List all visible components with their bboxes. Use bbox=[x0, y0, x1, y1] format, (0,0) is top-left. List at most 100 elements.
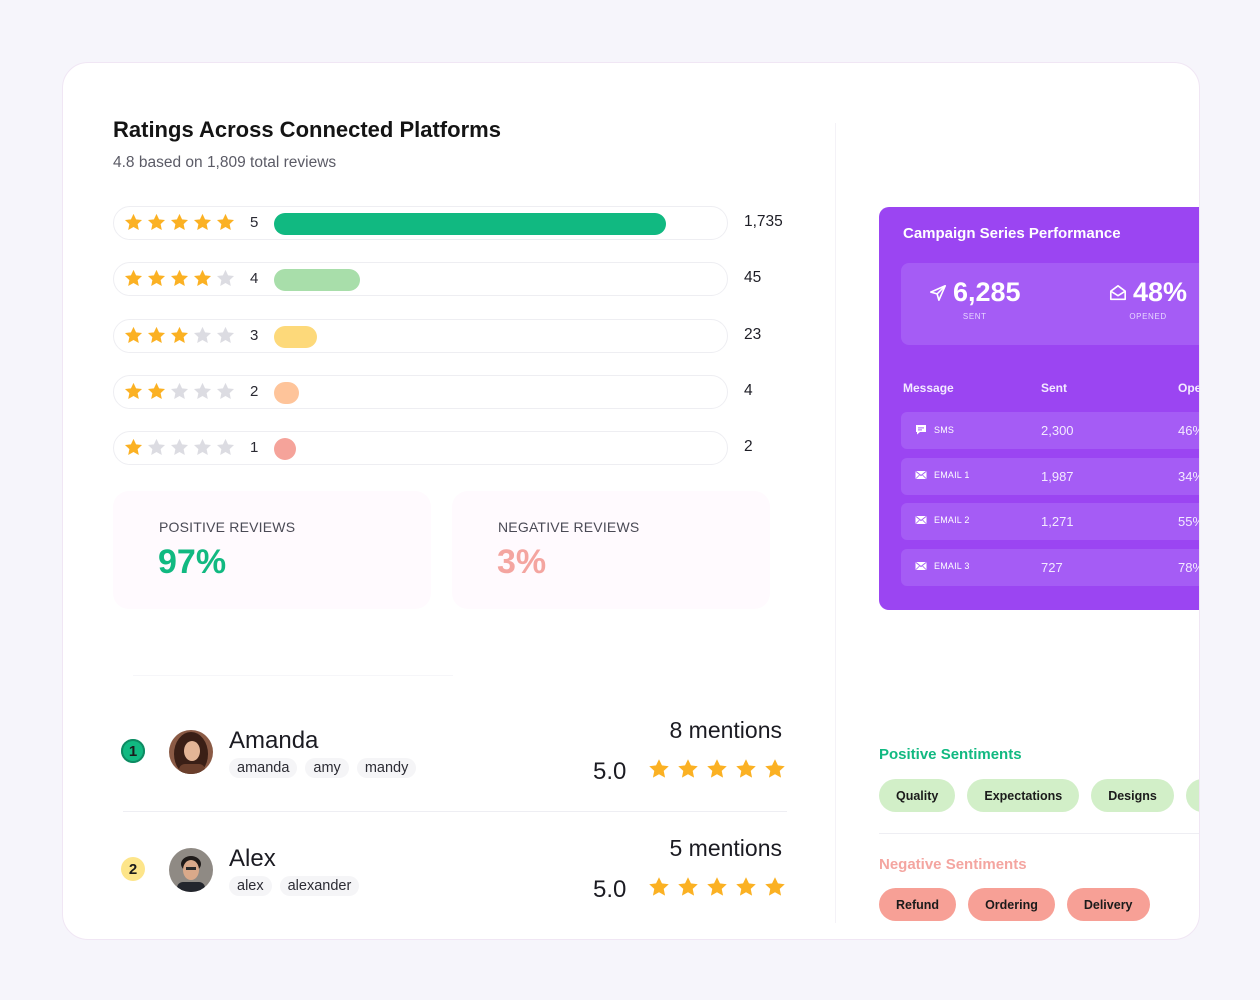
opened-value: 48% bbox=[1133, 277, 1188, 307]
pos-sentiment-chip[interactable]: R bbox=[1185, 779, 1199, 812]
neg-sentiment-chip[interactable]: Ordering bbox=[968, 888, 1055, 921]
star-empty-icon bbox=[170, 382, 189, 399]
alias-list: amanda amy mandy bbox=[229, 758, 417, 778]
rating-bar bbox=[274, 269, 360, 292]
avatar[interactable] bbox=[169, 848, 213, 892]
message-label: EMAIL 1 bbox=[934, 469, 970, 480]
person-name: Alex bbox=[229, 845, 276, 872]
message-cell: EMAIL 3 bbox=[915, 561, 970, 571]
alias-tag: amy bbox=[305, 758, 349, 778]
star-filled-icon bbox=[193, 213, 212, 231]
ratings-card: Ratings Across Connected Platforms 4.8 b… bbox=[62, 62, 1200, 940]
rating-stars bbox=[123, 325, 236, 347]
alias-tag: mandy bbox=[356, 758, 417, 778]
star-empty-icon bbox=[170, 439, 189, 456]
sentiment-divider bbox=[879, 833, 1199, 834]
column-header-opened[interactable]: Ope bbox=[1178, 381, 1200, 395]
campaign-title: Campaign Series Performance bbox=[903, 225, 1121, 242]
star-filled-icon bbox=[170, 270, 189, 287]
ratings-title: Ratings Across Connected Platforms bbox=[113, 117, 501, 142]
mentions-count: 5 mentions bbox=[669, 835, 782, 861]
rating-bar bbox=[274, 438, 296, 461]
person-stars bbox=[647, 875, 787, 899]
column-header-sent[interactable]: Sent bbox=[1041, 381, 1068, 395]
campaign-row-sms[interactable]: SMS 2,300 46% bbox=[901, 412, 1199, 449]
star-empty-icon bbox=[216, 270, 235, 287]
opened-cell: 78% bbox=[1178, 559, 1199, 575]
rating-row-3-star[interactable]: 3 23 bbox=[113, 318, 848, 353]
opened-label: OPENED bbox=[1129, 312, 1167, 321]
opened-cell: 46% bbox=[1178, 423, 1199, 438]
message-label: EMAIL 3 bbox=[934, 560, 970, 571]
campaign-row-email-1[interactable]: EMAIL 1 1,987 34% bbox=[901, 457, 1199, 495]
rating-row-4-star[interactable]: 4 45 bbox=[113, 262, 848, 297]
mentions-count: 8 mentions bbox=[669, 717, 782, 743]
alias-tag: amanda bbox=[229, 758, 298, 778]
star-empty-icon bbox=[216, 326, 235, 343]
rating-count: 2 bbox=[744, 438, 753, 456]
star-filled-icon bbox=[649, 759, 669, 778]
star-empty-icon bbox=[216, 439, 235, 456]
message-label: EMAIL 2 bbox=[934, 515, 970, 526]
sent-cell: 2,300 bbox=[1041, 423, 1074, 438]
person-score: 5.0 bbox=[593, 758, 627, 785]
rating-stars bbox=[123, 212, 236, 234]
campaign-row-email-2[interactable]: EMAIL 2 1,271 55% bbox=[901, 503, 1199, 541]
person-row-amanda[interactable]: 1 Amanda amanda amy mandy 8 mentions 5.0 bbox=[121, 717, 787, 800]
campaign-panel: Campaign Series Performance 6,285 SENT 4… bbox=[879, 207, 1200, 610]
rating-count: 23 bbox=[744, 325, 762, 343]
star-empty-icon bbox=[193, 326, 212, 343]
avatar[interactable] bbox=[169, 730, 213, 774]
row-divider bbox=[123, 811, 787, 812]
star-filled-icon bbox=[736, 877, 756, 896]
mail-icon bbox=[915, 561, 927, 570]
pos-sentiment-chip[interactable]: Expectations bbox=[967, 779, 1080, 812]
section-divider bbox=[133, 675, 453, 676]
star-filled-icon bbox=[678, 877, 698, 896]
pos-sentiment-chip[interactable]: Designs bbox=[1091, 779, 1174, 812]
pos-sentiment-chip[interactable]: Quality bbox=[879, 779, 956, 812]
column-header-message[interactable]: Message bbox=[903, 381, 954, 395]
rating-level: 2 bbox=[250, 382, 259, 400]
rank-badge: 2 bbox=[121, 857, 145, 881]
star-empty-icon bbox=[193, 382, 212, 399]
star-filled-icon bbox=[707, 877, 727, 896]
rating-pill: 1 bbox=[113, 431, 728, 466]
sent-cell: 1,271 bbox=[1041, 514, 1074, 530]
rating-row-5-star[interactable]: 5 1,735 bbox=[113, 206, 848, 240]
mail-icon bbox=[915, 470, 927, 479]
rating-count: 45 bbox=[744, 269, 762, 287]
positive-reviews-value: 97% bbox=[158, 543, 227, 581]
star-filled-icon bbox=[147, 382, 166, 399]
campaign-row-email-3[interactable]: EMAIL 3 727 78% bbox=[901, 548, 1199, 586]
opened-stat: 48% OPENED bbox=[1109, 277, 1187, 321]
rating-bar bbox=[274, 325, 317, 348]
negative-reviews-value: 3% bbox=[497, 543, 547, 581]
neg-sentiment-chip[interactable]: Refund bbox=[879, 888, 957, 921]
opened-cell: 55% bbox=[1178, 514, 1199, 530]
star-filled-icon bbox=[147, 326, 166, 343]
alias-list: alex alexander bbox=[229, 876, 360, 896]
star-filled-icon bbox=[124, 213, 143, 231]
star-filled-icon bbox=[147, 213, 166, 231]
chat-icon bbox=[916, 425, 926, 435]
neg-sentiment-chip[interactable]: Delivery bbox=[1066, 888, 1150, 921]
alias-tag: alexander bbox=[279, 876, 360, 896]
mail-icon bbox=[915, 516, 927, 525]
person-row-alex[interactable]: 2 Alex alex alexander 5 mentions 5.0 bbox=[121, 835, 787, 918]
rating-level: 3 bbox=[250, 326, 259, 344]
rating-count: 1,735 bbox=[744, 213, 783, 230]
negative-sentiment-chips: Refund Ordering Delivery bbox=[879, 888, 1150, 921]
vertical-divider bbox=[835, 123, 836, 923]
star-empty-icon bbox=[193, 439, 212, 456]
star-filled-icon bbox=[736, 759, 756, 778]
rank-badge: 1 bbox=[121, 739, 145, 763]
star-filled-icon bbox=[216, 213, 235, 231]
rating-level: 1 bbox=[250, 439, 259, 457]
message-cell: EMAIL 1 bbox=[915, 470, 970, 480]
star-empty-icon bbox=[147, 439, 166, 456]
open-mail-icon bbox=[1109, 284, 1127, 300]
campaign-stats: 6,285 SENT 48% OPENED bbox=[901, 263, 1199, 345]
